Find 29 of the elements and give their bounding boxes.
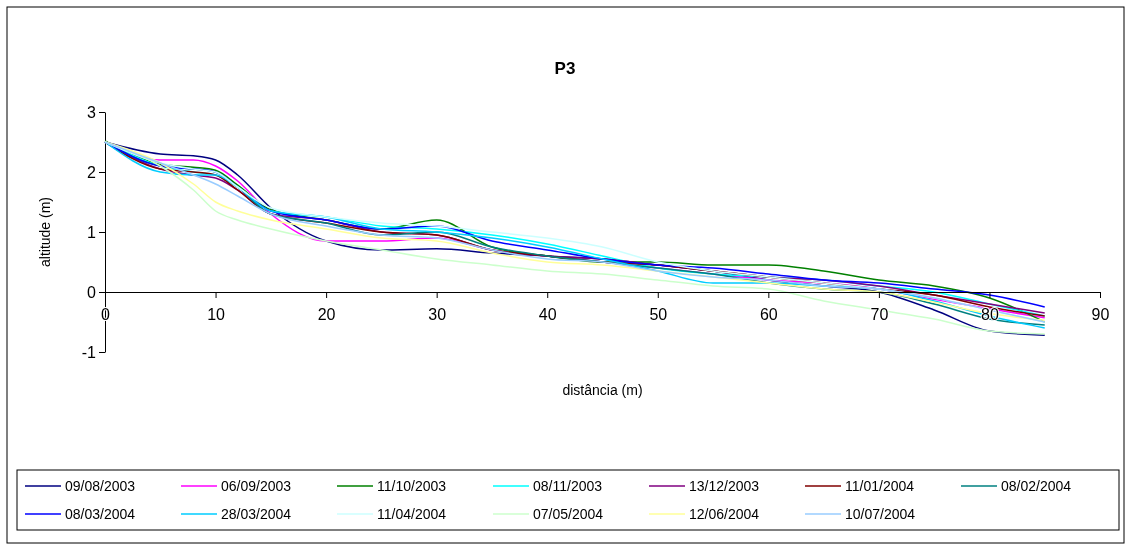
legend-label: 13/12/2003 [689,478,760,494]
y-tick-label: 0 [87,283,97,301]
y-tick-label: -1 [81,343,97,361]
legend-label: 12/06/2004 [689,506,760,522]
legend-label: 08/02/2004 [1001,478,1072,494]
legend-label: 10/07/2004 [845,506,916,522]
x-tick-label: 20 [317,306,336,324]
x-tick-label: 40 [538,306,557,324]
legend-label: 09/08/2003 [65,478,136,494]
legend-label: 08/03/2004 [65,506,136,522]
y-axis-title: altitude (m) [37,196,53,268]
legend-label: 28/03/2004 [221,506,292,522]
x-axis-title: distância (m) [562,382,643,398]
legend-label: 11/04/2004 [377,506,447,522]
legend-label: 11/01/2004 [845,478,915,494]
x-tick-label: 10 [207,306,226,324]
x-tick-label: 90 [1091,306,1110,324]
y-tick-label: 3 [87,103,97,121]
x-tick-label: 60 [759,306,778,324]
x-tick-label: 70 [870,306,889,324]
chart-title: P3 [554,59,576,78]
legend-label: 11/10/2003 [377,478,447,494]
legend-label: 06/09/2003 [221,478,292,494]
legend-label: 08/11/2003 [533,478,603,494]
y-tick-label: 1 [87,223,97,241]
x-tick-label: 30 [428,306,447,324]
y-tick-label: 2 [87,163,97,181]
legend-label: 07/05/2004 [533,506,604,522]
x-tick-label: 50 [649,306,668,324]
